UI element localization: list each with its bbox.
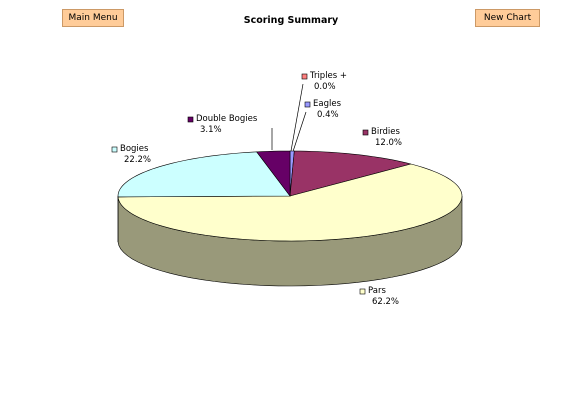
leader-line <box>290 83 304 152</box>
legend-swatch <box>301 73 308 80</box>
pie-slice <box>256 150 291 197</box>
slice-value-label: 3.1% <box>200 125 222 135</box>
new-chart-button[interactable]: New Chart <box>475 9 540 27</box>
slice-value-label: 0.0% <box>314 82 336 92</box>
slice-label: Triples + <box>309 71 347 81</box>
legend-swatch <box>111 146 118 153</box>
slice-label: Eagles <box>313 99 342 109</box>
pie-slice <box>117 163 463 242</box>
legend-swatch <box>362 129 369 136</box>
slice-label: Bogies <box>120 144 149 154</box>
slice-value-label: 12.0% <box>375 138 402 148</box>
slice-label: Double Bogies <box>196 114 258 124</box>
leader-line <box>292 111 307 152</box>
main-menu-button[interactable]: Main Menu <box>62 9 124 27</box>
chart-title: Scoring Summary <box>244 15 339 26</box>
slice-value-label: 0.4% <box>317 110 339 120</box>
legend-swatch <box>304 101 311 108</box>
legend-swatch <box>187 116 194 123</box>
slice-value-label: 62.2% <box>372 297 399 307</box>
slice-value-label: 22.2% <box>124 155 151 165</box>
pie-slice <box>289 150 412 197</box>
slice-label: Pars <box>368 286 386 296</box>
slice-label: Birdies <box>371 127 401 137</box>
pie-slice <box>117 151 291 198</box>
legend-swatch <box>359 288 366 295</box>
